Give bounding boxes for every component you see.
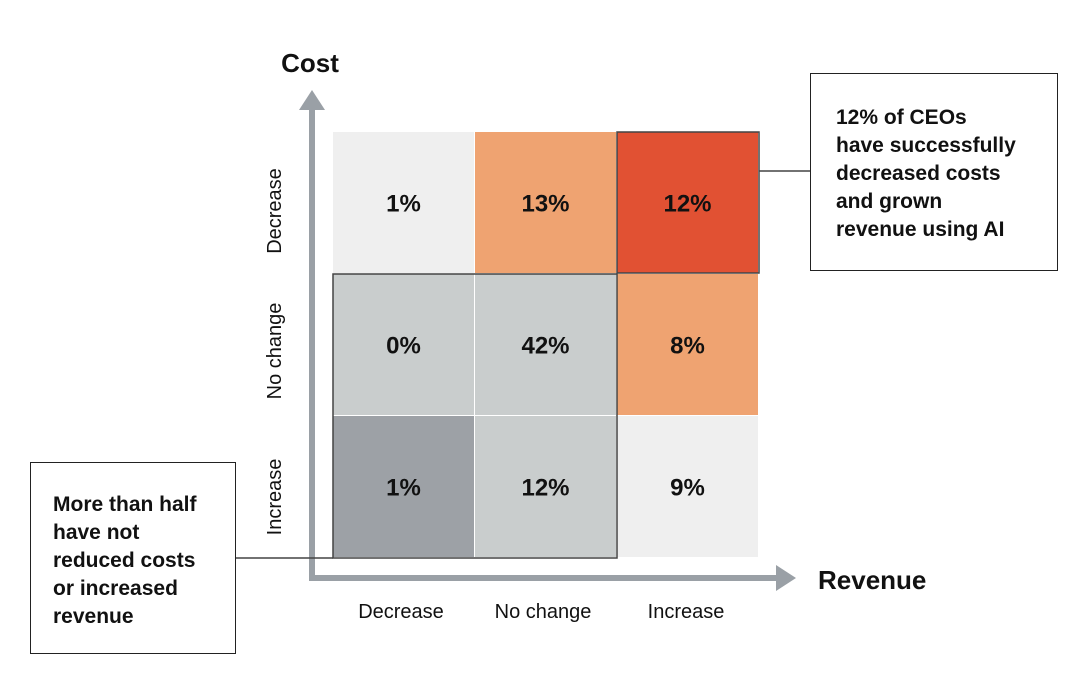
cell-value-label: 13% <box>521 191 569 218</box>
cell-value-label: 12% <box>663 191 711 218</box>
y-tick-label-decrease: Decrease <box>264 168 286 254</box>
y-tick-label-increase: Increase <box>264 459 286 536</box>
cell-cost-increase-revenue-decrease <box>333 416 474 557</box>
cell-cost-no-change-revenue-no-change <box>475 274 616 415</box>
cell-cost-increase-revenue-increase <box>617 416 758 557</box>
cell-value-label: 42% <box>521 333 569 360</box>
x-tick-label-increase: Increase <box>648 601 725 623</box>
cell-value-label: 0% <box>386 333 421 360</box>
cell-value-label: 1% <box>386 475 421 502</box>
y-axis-title: Cost <box>281 48 339 78</box>
y-axis-arrow <box>299 90 325 110</box>
cell-cost-increase-revenue-no-change <box>475 416 616 557</box>
callout-leader-lines <box>236 170 810 559</box>
x-axis-title: Revenue <box>818 565 926 595</box>
x-tick-label-decrease: Decrease <box>358 601 444 623</box>
cell-value-label: 9% <box>670 475 705 502</box>
axis-labels: Cost Revenue Decrease No change Increase Decr… <box>264 48 926 623</box>
cell-cost-no-change-revenue-decrease <box>333 274 474 415</box>
x-axis-arrow <box>776 565 796 591</box>
cell-cost-decrease-revenue-no-change <box>475 132 616 273</box>
cell-cost-decrease-revenue-increase <box>617 132 758 273</box>
cell-cost-no-change-revenue-increase <box>617 274 758 415</box>
cell-value-label: 8% <box>670 333 705 360</box>
highlight-outline-no-change-region <box>332 273 618 559</box>
axes <box>299 90 796 591</box>
cell-cost-decrease-revenue-decrease <box>333 132 474 273</box>
y-tick-label-no-change: No change <box>264 303 286 400</box>
x-tick-label-no-change: No change <box>495 601 592 623</box>
callout-bottom-left: More than half have not reduced costs or… <box>30 462 236 654</box>
cell-value-label: 1% <box>386 191 421 218</box>
highlight-outline-top-right <box>616 131 760 274</box>
cell-value-label: 12% <box>521 475 569 502</box>
highlight-outlines <box>332 131 760 559</box>
callout-top-right: 12% of CEOs have successfully decreased … <box>810 73 1058 271</box>
matrix-cells: 1% 13% 12% 0% 42% 8% 1% 12% 9% <box>333 132 758 557</box>
